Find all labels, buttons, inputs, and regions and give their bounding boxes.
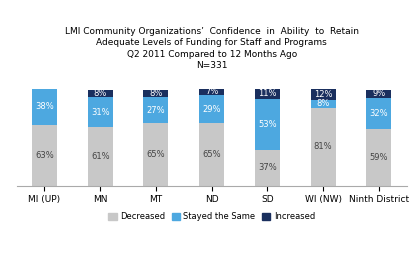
Bar — [199, 123, 224, 186]
Text: 32%: 32% — [369, 109, 388, 118]
Bar — [88, 90, 113, 97]
Bar — [144, 97, 168, 123]
Bar — [366, 98, 391, 129]
Bar — [255, 99, 280, 150]
Text: 8%: 8% — [316, 100, 330, 108]
Text: 61%: 61% — [91, 152, 110, 161]
Bar — [255, 150, 280, 186]
Bar — [255, 88, 280, 99]
Text: 65%: 65% — [146, 150, 165, 159]
Bar — [310, 88, 336, 100]
Bar — [199, 88, 224, 95]
Text: 59%: 59% — [370, 153, 388, 162]
Text: 11%: 11% — [258, 89, 277, 98]
Bar — [366, 129, 391, 186]
Bar — [32, 88, 57, 125]
Text: 81%: 81% — [314, 142, 332, 151]
Text: 53%: 53% — [258, 120, 277, 129]
Text: 37%: 37% — [258, 164, 277, 172]
Text: 12%: 12% — [314, 90, 332, 99]
Bar — [199, 95, 224, 123]
Text: 65%: 65% — [203, 150, 221, 159]
Text: 29%: 29% — [203, 105, 221, 114]
Text: 31%: 31% — [91, 108, 110, 117]
Bar — [88, 97, 113, 127]
Bar — [88, 127, 113, 186]
Bar — [366, 90, 391, 98]
Text: 38%: 38% — [35, 102, 54, 111]
Text: 63%: 63% — [35, 151, 54, 160]
Bar — [310, 108, 336, 186]
Legend: Decreased, Stayed the Same, Increased: Decreased, Stayed the Same, Increased — [105, 209, 318, 225]
Bar — [32, 125, 57, 186]
Bar — [144, 90, 168, 97]
Text: 7%: 7% — [205, 87, 218, 96]
Text: 8%: 8% — [93, 89, 107, 98]
Text: 9%: 9% — [372, 89, 386, 98]
Bar — [310, 100, 336, 108]
Title: LMI Community Organizations’  Confidence  in  Ability  to  Retain
Adequate Level: LMI Community Organizations’ Confidence … — [65, 27, 359, 70]
Bar — [144, 123, 168, 186]
Text: 8%: 8% — [149, 89, 163, 98]
Text: 27%: 27% — [146, 106, 165, 115]
